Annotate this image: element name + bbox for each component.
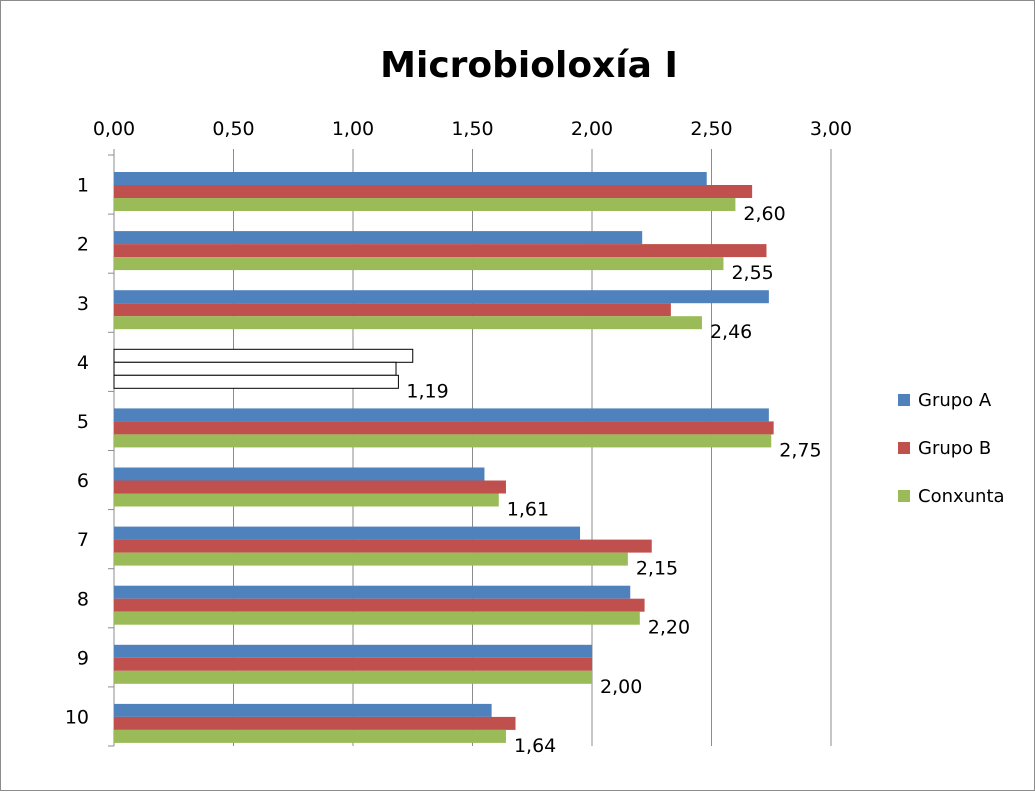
bar — [113, 361, 397, 376]
bar — [114, 526, 581, 540]
data-label: 1,19 — [406, 380, 448, 402]
bar — [114, 316, 702, 330]
bar — [114, 539, 652, 553]
chart-title: Microbioloxía I — [380, 45, 678, 86]
y-category-label: 5 — [77, 411, 89, 433]
y-category-label: 9 — [77, 647, 89, 669]
y-category-label: 10 — [65, 706, 89, 728]
legend-swatch — [898, 490, 910, 502]
bar — [114, 493, 499, 507]
bar — [114, 303, 671, 317]
x-tick-label: 0,00 — [93, 118, 135, 140]
x-tick-label: 3,00 — [810, 118, 852, 140]
bar — [114, 408, 769, 422]
bar — [114, 290, 769, 304]
bar — [114, 644, 592, 658]
y-category-label: 6 — [77, 470, 89, 492]
data-label: 2,55 — [731, 262, 773, 284]
bar — [114, 729, 506, 743]
data-label: 2,15 — [636, 558, 678, 580]
x-tick-label: 0,50 — [212, 118, 254, 140]
data-labels: 2,60 2,55 2,46 1,19 2,75 1,61 2,15 2,20 2,00 1,64 — [406, 203, 821, 757]
legend-label: Conxunta — [918, 486, 1005, 507]
bar — [114, 716, 516, 730]
bars — [113, 172, 774, 743]
data-label: 2,46 — [710, 321, 752, 343]
legend-swatch — [898, 394, 910, 406]
data-label: 2,75 — [779, 439, 821, 461]
y-category-label: 3 — [77, 293, 89, 315]
data-label: 1,61 — [507, 499, 549, 521]
bar — [114, 434, 772, 448]
axes: 0,00 0,50 1,00 1,50 2,00 2,50 3,00 1 2 3 4 5 6 7 8 9 10 — [65, 118, 852, 747]
x-tick-label: 1,00 — [332, 118, 374, 140]
data-label: 2,00 — [600, 676, 642, 698]
bar — [114, 244, 767, 258]
bar — [114, 185, 753, 198]
bar — [114, 467, 485, 481]
y-category-label: 8 — [77, 588, 89, 610]
bar — [114, 552, 628, 566]
data-label: 2,20 — [648, 617, 690, 639]
bar — [114, 703, 492, 717]
x-tick-label: 2,50 — [690, 118, 732, 140]
bar — [113, 374, 399, 389]
bar — [114, 611, 640, 625]
bar — [114, 585, 631, 599]
y-category-label: 4 — [77, 352, 89, 374]
bar — [113, 348, 414, 363]
bar — [114, 657, 592, 671]
data-label: 1,64 — [514, 735, 556, 757]
data-label: 2,60 — [743, 203, 785, 225]
bar — [114, 231, 643, 245]
legend: Grupo A Grupo B Conxunta — [898, 390, 1005, 507]
bar — [114, 172, 707, 185]
bar — [114, 480, 506, 494]
bar — [114, 198, 736, 211]
y-category-label: 7 — [77, 529, 89, 551]
y-category-label: 1 — [77, 175, 89, 197]
bar — [114, 670, 592, 684]
y-category-label: 2 — [77, 234, 89, 256]
bar — [114, 421, 774, 435]
bar — [114, 598, 645, 612]
bar — [114, 257, 724, 271]
legend-label: Grupo B — [918, 438, 991, 459]
x-tick-label: 2,00 — [571, 118, 613, 140]
legend-swatch — [898, 442, 910, 454]
legend-label: Grupo A — [918, 390, 992, 411]
x-tick-label: 1,50 — [451, 118, 493, 140]
